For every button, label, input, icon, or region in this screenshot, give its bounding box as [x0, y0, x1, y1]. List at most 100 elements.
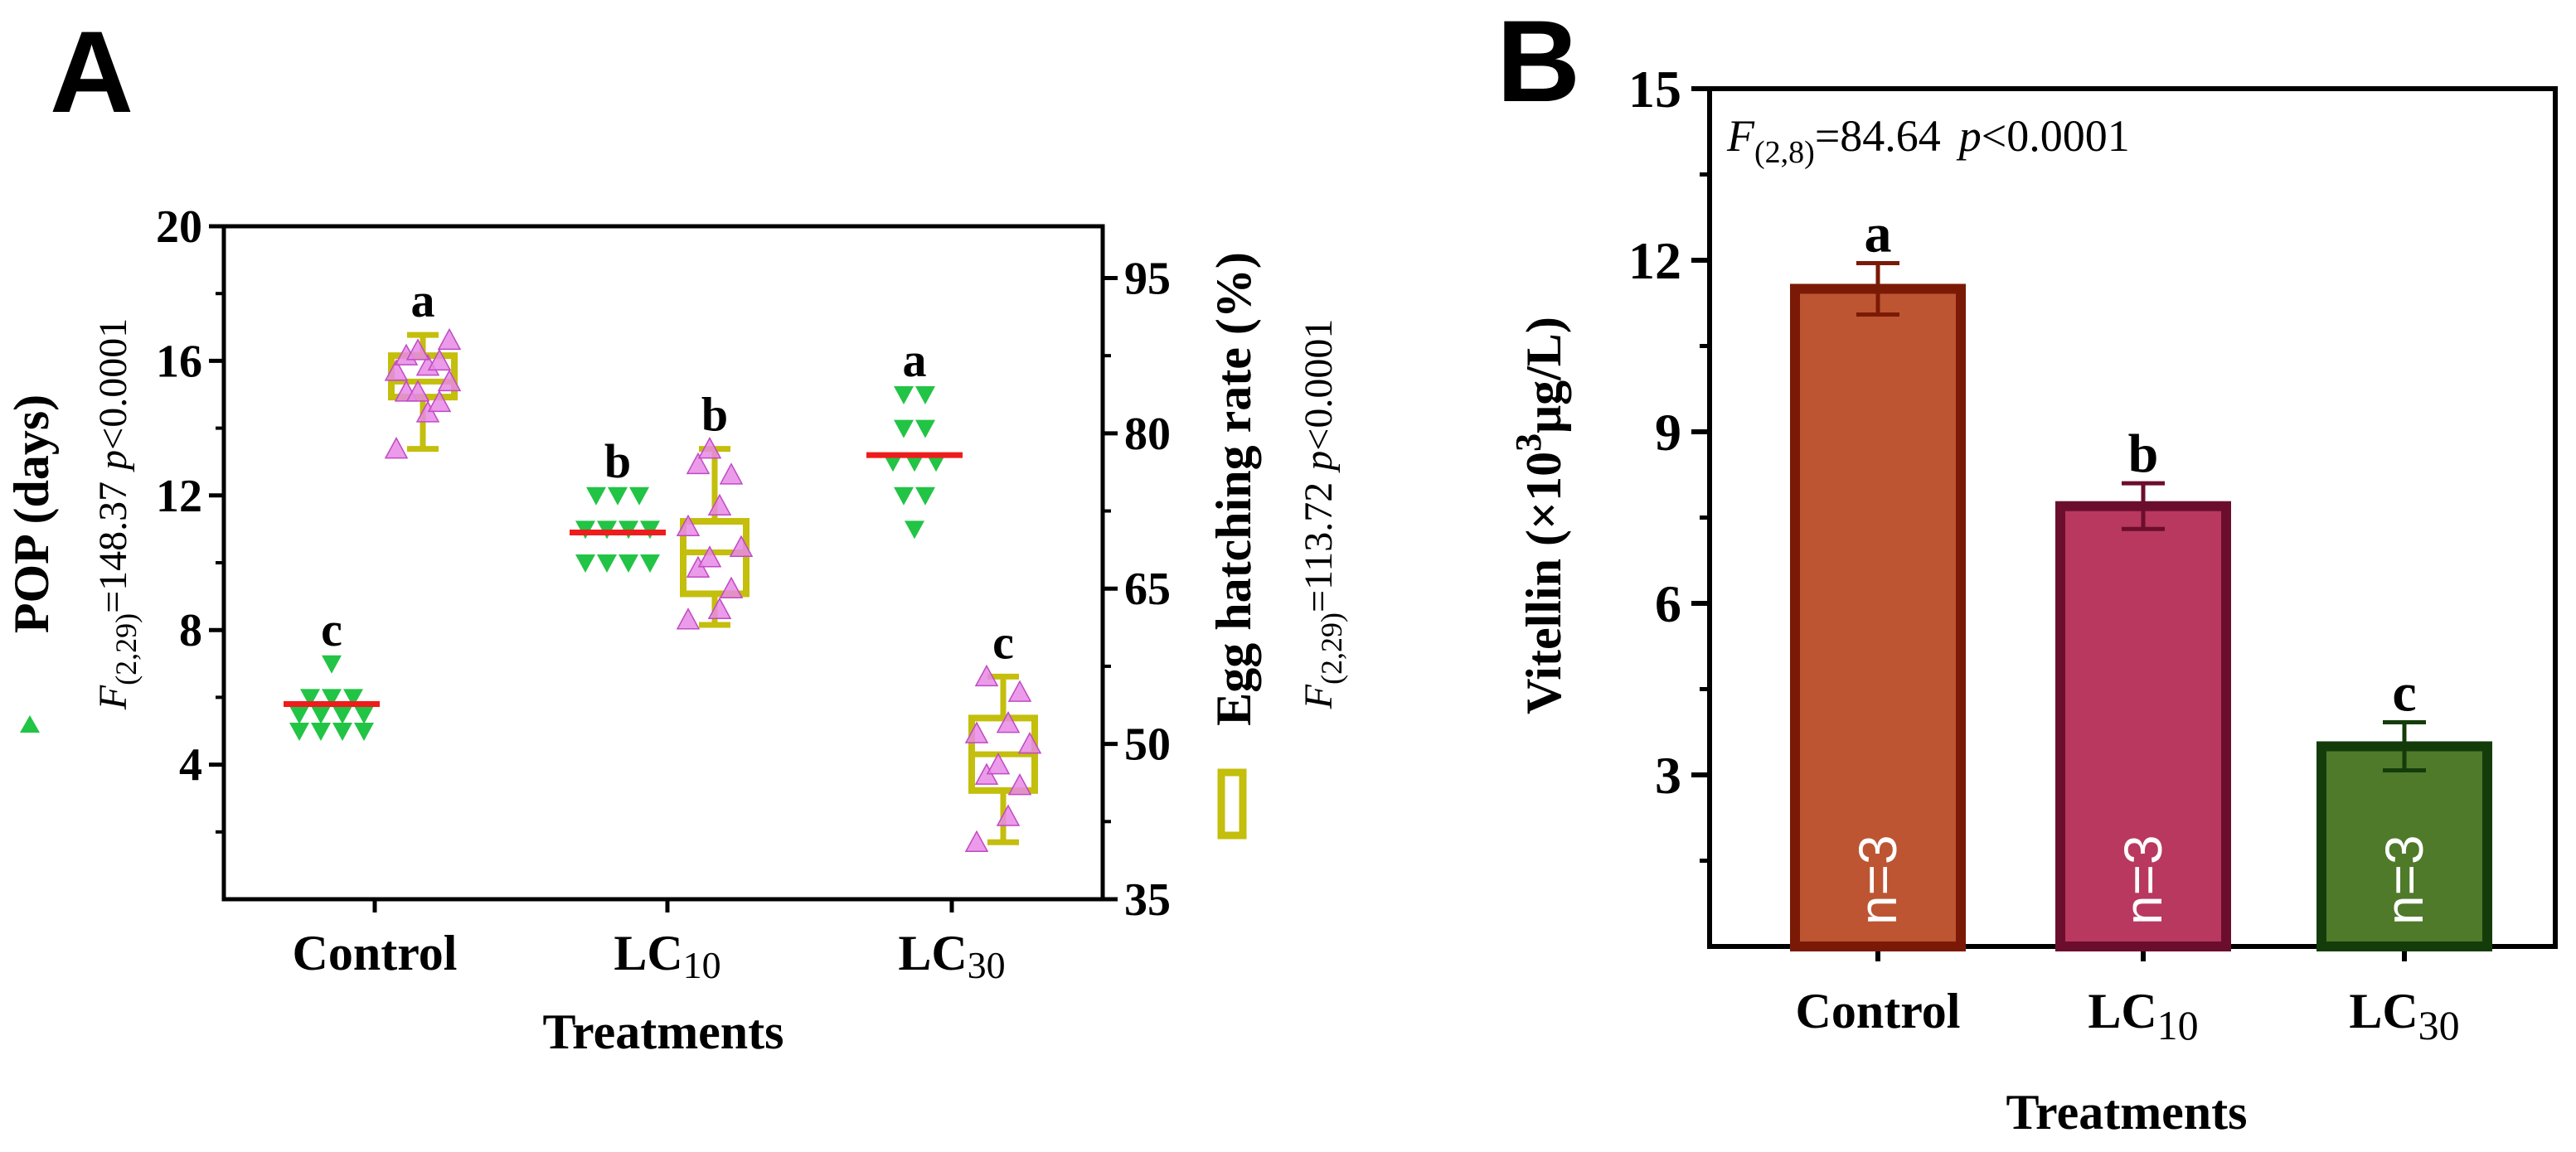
pop-point	[640, 554, 660, 573]
panel-a-category: Control	[293, 926, 458, 980]
pop-legend-marker	[20, 715, 40, 733]
panel-a-plot-frame	[221, 224, 1105, 902]
pop-point	[608, 486, 628, 506]
panel-b-categories: Control LC10 LC30	[1796, 984, 2460, 1048]
panel-b-category: LC30	[2349, 984, 2459, 1048]
panel-b-x-axis-title: Treatments	[2006, 1085, 2247, 1140]
pop-point	[322, 655, 342, 674]
b-tick-label: 6	[1655, 574, 1681, 633]
hatch-point	[686, 452, 711, 475]
pop-point	[322, 689, 342, 708]
pop-point	[289, 705, 309, 724]
hatch-box	[968, 673, 1038, 845]
pop-point	[575, 554, 595, 573]
pop-point	[311, 723, 331, 741]
vitellin-n-label: n=3	[1848, 835, 1908, 925]
pop-point	[894, 419, 914, 438]
panel-b-stat-sub: (2,8)	[1754, 135, 1815, 170]
hatch-point	[405, 338, 430, 361]
left-tick-label: 12	[156, 471, 202, 522]
b-tick-label: 9	[1655, 403, 1681, 462]
panel-a-right-stat-sub: (2,29)	[1315, 612, 1348, 685]
panel-a-left-axis: 4 8 12 16 20	[156, 201, 954, 912]
pop-point	[300, 689, 320, 708]
vitellin-significance-letter: c	[2392, 663, 2416, 724]
hatch-point	[676, 514, 701, 537]
hatch-point	[729, 535, 754, 558]
hatch-point	[1007, 680, 1032, 702]
pop-significance-letter: b	[604, 434, 631, 488]
hatch-significance-letter: c	[992, 615, 1014, 669]
pop-point	[905, 453, 924, 472]
pop-point	[332, 705, 352, 724]
vitellin-bar	[2055, 501, 2231, 951]
panel-b: B 3 6 9 12 15 Vitellin (×103μg/L) F(2,8)=84.…	[1497, 0, 2558, 1140]
panel-a-right-stat-value: =113.72	[1297, 482, 1341, 612]
panel-a-letters: c b a a b c	[321, 273, 1014, 669]
pop-point	[597, 554, 617, 573]
pop-point	[883, 453, 903, 472]
hatch-point	[707, 597, 732, 619]
panel-a-right-axis: 35 50 65 80 95	[1103, 253, 1171, 926]
hatch-point	[1017, 732, 1042, 754]
hatch-point	[964, 830, 989, 853]
vitellin-significance-letter: a	[1865, 203, 1892, 264]
hatch-significance-letter: b	[701, 388, 728, 442]
left-tick-label: 16	[156, 336, 202, 387]
hatch-point	[1007, 773, 1032, 796]
hatch-significance-letter: a	[411, 273, 435, 327]
pop-significance-letter: a	[903, 333, 927, 387]
panel-a-left-axis-title: POP (days)	[4, 394, 59, 633]
panel-b-errorbars	[1856, 260, 2426, 772]
panel-a-x-axis-title: Treatments	[542, 1004, 783, 1059]
panel-b-letters: a b c	[1865, 203, 2417, 723]
b-tick-label: 15	[1628, 60, 1681, 119]
panel-a-right-stat-p: <0.0001	[1297, 319, 1341, 451]
hatch-point	[437, 327, 462, 351]
right-tick-label: 80	[1124, 409, 1171, 460]
panel-b-y-axis: 3 6 9 12 15	[1628, 60, 2407, 961]
vitellin-bar	[2316, 741, 2492, 951]
panel-b-label: B	[1497, 0, 1580, 126]
panel-a-category: LC10	[614, 926, 720, 986]
pop-point	[894, 486, 914, 506]
hatch-point	[719, 462, 744, 485]
b-tick-label: 12	[1628, 231, 1681, 290]
pop-point	[343, 689, 363, 708]
panel-a-categories: Control LC10 LC30	[293, 926, 1006, 986]
pop-point	[894, 386, 914, 404]
pop-point	[915, 419, 935, 438]
pop-point	[354, 723, 374, 741]
panel-b-stat-p: <0.0001	[1982, 111, 2130, 161]
hatch-legend-marker	[1217, 768, 1247, 840]
pop-point	[354, 705, 374, 724]
pop-point	[311, 705, 331, 724]
panel-b-n-labels: n=3 n=3 n=3	[1848, 835, 2434, 925]
right-tick-label: 95	[1124, 253, 1171, 304]
panel-a-left-stat-p: <0.0001	[91, 318, 135, 450]
vitellin-bar	[1790, 283, 1966, 951]
panel-a-right-stat: F(2,29)=113.72p<0.0001	[1297, 319, 1348, 710]
pop-point	[926, 453, 946, 472]
pop-point	[619, 554, 638, 573]
panel-a-pop-medians	[284, 452, 963, 708]
left-tick-label: 4	[179, 740, 202, 791]
panel-b-stat-value: =84.64	[1815, 111, 1941, 161]
panel-a-left-stat-value: =148.37	[91, 482, 135, 613]
hatch-point	[707, 493, 732, 516]
hatch-point	[405, 380, 430, 402]
panel-a-left-stat: F(2,29)=148.37p<0.0001	[91, 318, 143, 710]
hatch-point	[996, 804, 1021, 826]
hatch-point	[427, 348, 452, 371]
panel-a-category: LC30	[898, 926, 1005, 986]
pop-point	[905, 520, 924, 540]
right-tick-label: 65	[1124, 564, 1171, 615]
vitellin-significance-letter: b	[2128, 424, 2159, 484]
pop-point	[332, 723, 352, 741]
right-tick-label: 50	[1124, 719, 1171, 771]
hatch-point	[697, 545, 722, 568]
panel-a-hatch-points	[384, 327, 1042, 853]
panel-a-label: A	[50, 7, 133, 137]
hatch-point	[427, 390, 452, 413]
